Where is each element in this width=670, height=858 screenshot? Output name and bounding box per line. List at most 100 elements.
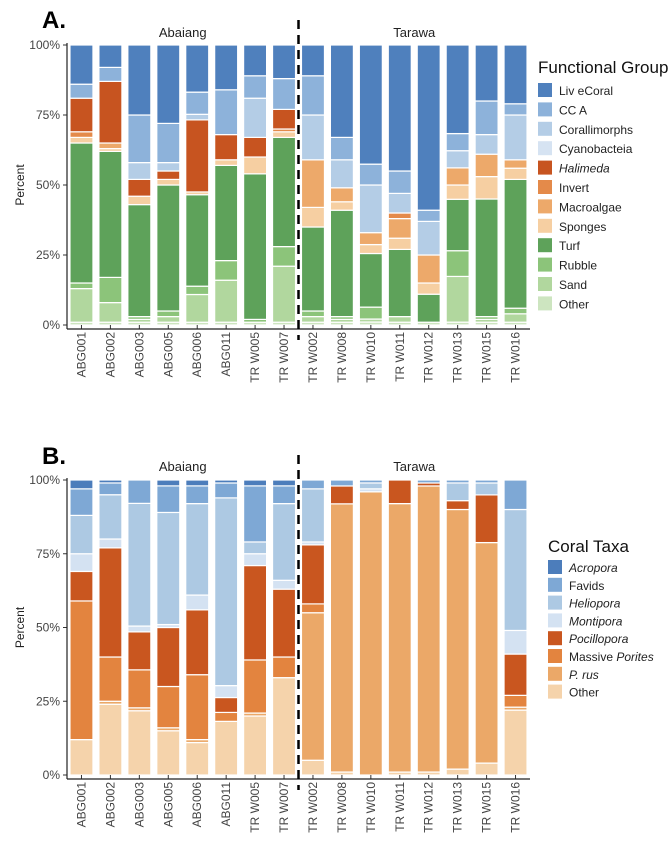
bar-segment — [503, 479, 528, 511]
bar-segment — [474, 44, 499, 102]
bar-segment — [185, 479, 210, 487]
bar-segment — [214, 482, 239, 499]
bar-segment — [214, 696, 239, 714]
legend-title: Coral Taxa — [548, 537, 629, 556]
bar-segment — [300, 759, 326, 776]
bar-segment — [358, 491, 383, 776]
bar-segment — [156, 184, 181, 312]
bar-segment — [445, 184, 470, 200]
bar-segment — [300, 612, 326, 761]
legend-entry: Corallimorphs — [559, 123, 633, 137]
bar-segment — [242, 485, 268, 543]
facet-label: Tarawa — [393, 459, 436, 474]
bar-segment — [445, 250, 470, 278]
bar-segment — [242, 479, 268, 487]
bar-segment — [503, 709, 528, 776]
bar-segment — [387, 248, 412, 318]
bar-segment — [242, 75, 268, 99]
legend-title: Functional Group — [538, 58, 668, 77]
bar-segment — [474, 100, 499, 136]
bar-segment — [156, 685, 181, 729]
panel-b: B. Abaiang Tarawa Percent 0% 25% 50% 75% 100% ABG… — [13, 443, 654, 833]
bar-segment — [387, 503, 412, 773]
bar-segment — [98, 547, 123, 658]
bar-segment — [214, 44, 239, 91]
x-tick-label: ABG006 — [190, 332, 204, 378]
bar-segment — [214, 260, 239, 281]
bar-segment — [300, 44, 326, 77]
bar-segment — [271, 503, 297, 581]
bar-segment — [156, 44, 181, 125]
facet-label: Abaiang — [159, 25, 207, 40]
bar-segment — [98, 538, 123, 549]
bar-segment — [474, 494, 499, 544]
bar-segment — [156, 310, 181, 318]
bar-segment — [242, 97, 268, 138]
legend-swatch — [548, 613, 562, 628]
x-tick-label: TR W015 — [480, 782, 494, 833]
bar-segment — [387, 237, 412, 250]
y-tick-label: 100% — [29, 38, 60, 52]
bar-segment — [242, 553, 268, 567]
bar-segment — [185, 91, 210, 115]
bar-segment — [214, 479, 239, 484]
bar-segment — [98, 66, 123, 83]
bar-segment — [474, 762, 499, 776]
bar-segment — [214, 497, 239, 687]
bar-segment — [98, 479, 123, 484]
x-tick-label: ABG003 — [132, 782, 146, 828]
x-tick-label: TR W005 — [248, 332, 262, 383]
legend-swatch — [538, 238, 552, 253]
y-tick-label: 75% — [36, 108, 60, 122]
bar-segment — [329, 187, 355, 203]
bar-segment — [214, 720, 239, 776]
bar-segment — [127, 178, 152, 197]
bar-segment — [329, 201, 355, 211]
bar-segment — [358, 163, 383, 186]
bar-segment — [358, 479, 383, 484]
x-tick-label: TR W016 — [509, 782, 523, 833]
legend-swatch — [538, 160, 552, 175]
y-tick-label: 75% — [36, 547, 60, 561]
bar-segment — [242, 44, 268, 77]
bar-segment — [127, 114, 152, 164]
bar-segment — [242, 173, 268, 321]
bar-segment — [127, 631, 152, 671]
bar-segment — [271, 656, 297, 679]
x-tick-label: ABG002 — [103, 332, 117, 378]
bar-segment — [127, 195, 152, 206]
bar-segment — [358, 184, 383, 234]
bar-segment — [156, 122, 181, 164]
legend-entry: Sand — [559, 278, 587, 292]
bar-segment — [214, 164, 239, 262]
x-tick-label: TR W008 — [335, 782, 349, 833]
bar-segment — [329, 44, 355, 139]
bar-segment — [300, 603, 326, 614]
bar-segment — [416, 209, 441, 222]
bar-segment — [185, 674, 210, 741]
legend-swatch — [548, 560, 562, 574]
y-tick-label: 50% — [36, 621, 60, 635]
bar-segment — [214, 159, 239, 167]
bar-segment — [300, 75, 326, 116]
bar-segment — [98, 80, 123, 144]
legend-entry: Macroalgae — [559, 200, 622, 214]
bar-segment — [98, 142, 123, 150]
bar-segment — [69, 514, 94, 555]
y-tick-label: 25% — [36, 694, 60, 708]
bar-segment — [98, 150, 123, 278]
bar-segment — [185, 113, 210, 121]
legend-swatch — [548, 577, 562, 592]
x-tick-label: TR W010 — [364, 782, 378, 833]
x-tick-label: ABG001 — [74, 782, 88, 828]
bar-segment — [69, 738, 94, 776]
bar-segment — [503, 103, 528, 116]
x-tick-label: TR W011 — [393, 782, 407, 832]
bar-segment — [445, 198, 470, 252]
bar-segment — [98, 44, 123, 68]
bar-segment — [474, 198, 499, 318]
legend-entry: Massive Porites — [569, 650, 654, 664]
bar-segment — [474, 479, 499, 484]
bar-segment — [445, 768, 470, 776]
